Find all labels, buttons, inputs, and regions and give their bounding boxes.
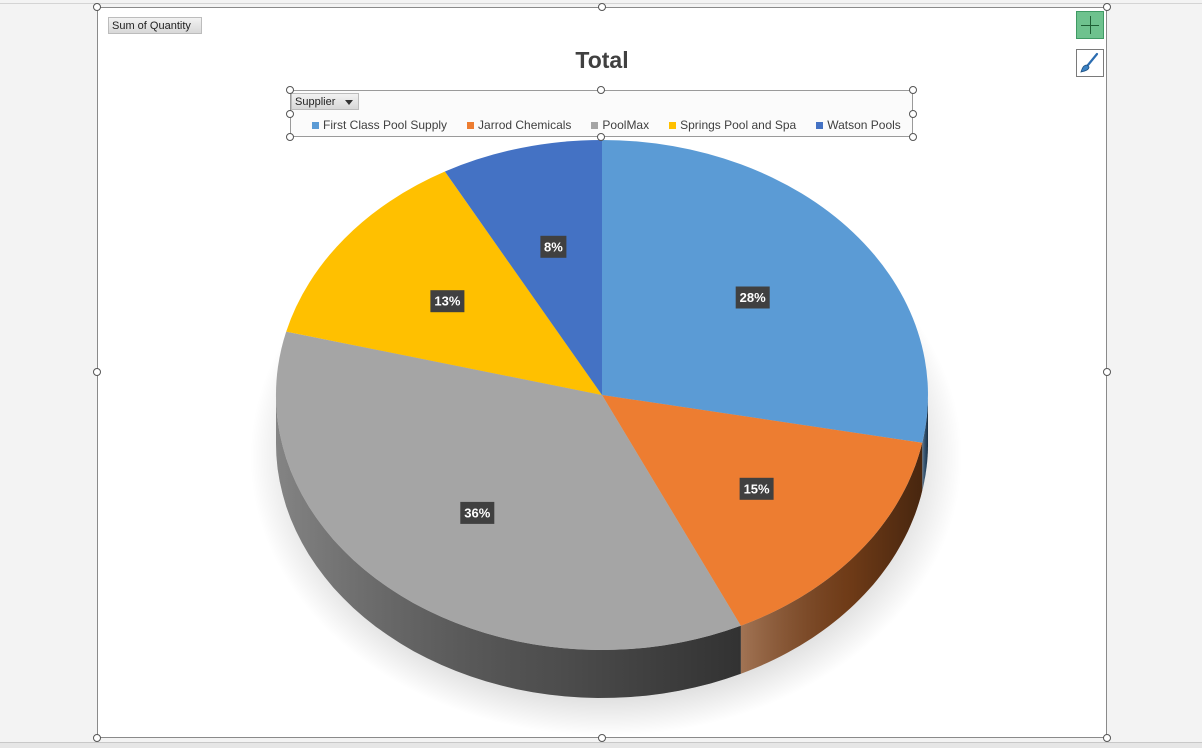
legend-item[interactable]: Watson Pools xyxy=(816,118,901,132)
legend-label: PoolMax xyxy=(602,118,650,132)
data-label-poolmax: 36% xyxy=(460,501,495,524)
legend-label: Jarrod Chemicals xyxy=(478,118,572,132)
sheet-tab-bar xyxy=(0,742,1202,748)
chart-title[interactable]: Total xyxy=(575,47,629,73)
resize-handle-left[interactable] xyxy=(93,368,101,376)
data-label-text: 28% xyxy=(740,290,766,305)
chart-styles-button[interactable] xyxy=(1076,49,1104,77)
data-label-background xyxy=(540,235,567,258)
chart-elements-button[interactable] xyxy=(1076,11,1104,39)
legend-item[interactable]: PoolMax xyxy=(591,118,649,132)
data-label-text: 8% xyxy=(544,239,563,254)
legend-field-button[interactable]: Supplier xyxy=(291,93,359,110)
data-label-background xyxy=(460,501,495,524)
pie-side-poolmax-shading xyxy=(276,395,741,698)
data-label-springs-pool-and-spa: 13% xyxy=(430,290,465,313)
legend-handle-bottom-right[interactable] xyxy=(909,133,917,141)
legend-handle-top[interactable] xyxy=(597,86,605,94)
legend-handle-bottom-left[interactable] xyxy=(286,133,294,141)
legend: First Class Pool Supply Jarrod Chemicals P… xyxy=(312,118,921,132)
resize-handle-top-right[interactable] xyxy=(1103,3,1111,11)
legend-field-label: Supplier xyxy=(295,96,336,108)
legend-swatch xyxy=(467,121,475,129)
legend-swatch xyxy=(816,121,824,129)
data-label-first-class-pool-supply: 28% xyxy=(735,286,770,309)
value-field-button[interactable]: Sum of Quantity xyxy=(108,17,202,34)
legend-item[interactable]: Jarrod Chemicals xyxy=(467,118,571,132)
legend-label: Watson Pools xyxy=(827,118,901,132)
paintbrush-icon xyxy=(1080,52,1099,73)
legend-handle-bottom[interactable] xyxy=(597,133,605,141)
legend-item[interactable]: First Class Pool Supply xyxy=(312,118,447,132)
legend-handle-left[interactable] xyxy=(286,110,294,118)
resize-handle-right[interactable] xyxy=(1103,368,1111,376)
pie-slice-watson-pools[interactable] xyxy=(444,139,602,395)
pie-slice-poolmax[interactable] xyxy=(275,331,741,650)
data-label-text: 36% xyxy=(464,505,490,520)
resize-handle-bottom-left[interactable] xyxy=(93,734,101,742)
legend-handle-right[interactable] xyxy=(909,110,917,118)
resize-handle-top-left[interactable] xyxy=(93,3,101,11)
resize-handle-bottom-right[interactable] xyxy=(1103,734,1111,742)
pie-slice-jarrod-chemicals[interactable] xyxy=(602,395,923,626)
data-label-text: 15% xyxy=(744,481,770,496)
legend-swatch xyxy=(312,121,319,129)
pie-side-first-class-pool-supply-shading xyxy=(922,395,928,491)
data-label-watson-pools: 8% xyxy=(540,235,567,258)
data-label-jarrod-chemicals: 15% xyxy=(739,477,774,500)
pie-slice-springs-pool-and-spa[interactable] xyxy=(286,171,602,396)
legend-swatch xyxy=(669,121,677,129)
legend-handle-top-right[interactable] xyxy=(909,86,917,94)
pie-side-jarrod-chemicals-shading xyxy=(740,442,923,674)
legend-item[interactable]: Springs Pool and Spa xyxy=(669,118,796,132)
data-label-background xyxy=(739,477,774,500)
resize-handle-top[interactable] xyxy=(598,3,606,11)
dropdown-arrow-icon xyxy=(345,100,353,105)
data-label-background xyxy=(735,286,770,309)
data-label-text: 13% xyxy=(434,294,460,309)
legend-label: Springs Pool and Spa xyxy=(680,118,797,132)
legend-swatch xyxy=(591,121,599,129)
legend-handle-top-left[interactable] xyxy=(286,86,294,94)
legend-label: First Class Pool Supply xyxy=(323,118,448,132)
data-label-background xyxy=(430,290,465,313)
